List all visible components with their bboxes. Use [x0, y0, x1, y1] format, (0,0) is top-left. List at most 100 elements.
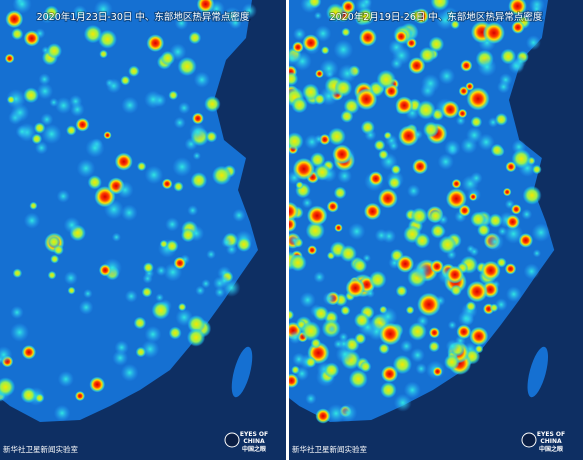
- hotspot: [313, 11, 323, 20]
- hotspot: [414, 232, 431, 249]
- hotspot: [494, 112, 508, 126]
- hotspot: [180, 227, 196, 243]
- hotspot: [322, 291, 337, 306]
- hotspot: [320, 46, 330, 55]
- hotspot: [438, 235, 457, 254]
- hotspot: [306, 205, 328, 226]
- hotspot: [451, 178, 462, 189]
- hotspot: [447, 320, 457, 330]
- hotspot: [430, 0, 450, 11]
- hotspot: [505, 161, 517, 173]
- hotspot: [289, 71, 299, 86]
- logo-text: EYES OF: [240, 431, 268, 438]
- hotspot: [421, 73, 440, 93]
- hotspot: [445, 188, 467, 210]
- hotspot: [412, 158, 429, 175]
- hotspot: [189, 123, 207, 141]
- hotspot: [359, 360, 372, 373]
- hotspot: [302, 34, 320, 52]
- hotspot: [531, 3, 543, 15]
- hotspot: [10, 322, 30, 342]
- hotspot: [363, 202, 382, 221]
- hotspot: [510, 204, 522, 215]
- hotspot: [151, 300, 171, 320]
- hotspot: [362, 253, 372, 263]
- hotspot: [70, 102, 85, 117]
- hotspot: [173, 256, 187, 270]
- hotspot: [408, 57, 426, 75]
- hotspot: [174, 16, 189, 30]
- hotspot: [169, 43, 187, 61]
- hotspot: [47, 235, 61, 249]
- hotspot: [392, 46, 411, 65]
- hotspot: [477, 57, 497, 77]
- hotspot: [443, 354, 460, 370]
- credit: 新华社卫星新闻实验室: [292, 444, 367, 454]
- hotspot: [489, 303, 499, 313]
- hotspot: [337, 168, 352, 184]
- hotspot: [120, 75, 131, 86]
- hotspot: [289, 132, 304, 151]
- hotspot: [23, 30, 40, 47]
- hotspot: [525, 35, 541, 51]
- hotspot: [56, 189, 70, 203]
- hotspot: [155, 293, 164, 302]
- hotspot: [387, 176, 402, 190]
- hotspot: [511, 148, 532, 169]
- hotspot: [469, 326, 489, 346]
- hotspot: [5, 10, 24, 29]
- hotspot: [458, 86, 469, 97]
- hotspot: [112, 350, 129, 366]
- hotspot: [416, 292, 441, 317]
- hotspot: [466, 87, 490, 111]
- hotspot: [356, 7, 375, 26]
- hotspot: [6, 95, 16, 104]
- hotspot: [334, 223, 343, 233]
- hotspot: [74, 390, 86, 402]
- hotspot: [521, 208, 533, 220]
- hotspot: [368, 171, 384, 187]
- hotspot: [450, 284, 462, 297]
- hotspot: [141, 286, 153, 298]
- hotspot: [143, 262, 154, 274]
- hotspot: [341, 0, 356, 14]
- island: [527, 346, 549, 398]
- hotspot: [358, 28, 377, 47]
- hotspot: [485, 232, 504, 251]
- hotspot: [305, 393, 317, 405]
- hotspot: [435, 10, 455, 30]
- hotspot: [378, 149, 389, 160]
- hotspot: [413, 129, 423, 140]
- hotspot: [460, 59, 473, 72]
- hotspot: [72, 5, 87, 20]
- hotspot: [393, 393, 412, 412]
- hotspot: [497, 80, 511, 94]
- hotspot: [514, 55, 527, 68]
- hotspot: [300, 321, 321, 341]
- hotspot: [309, 152, 326, 168]
- hotspot: [406, 184, 421, 198]
- hotspot: [36, 82, 54, 100]
- hotspot: [289, 170, 302, 185]
- hotspot: [378, 307, 398, 327]
- hotspot: [480, 260, 501, 281]
- hotspot: [57, 370, 74, 388]
- hotspot: [76, 159, 96, 178]
- hotspot: [444, 139, 461, 157]
- hotspot: [415, 363, 427, 375]
- hotspot: [470, 211, 487, 228]
- hotspot: [410, 207, 428, 225]
- island: [231, 346, 253, 398]
- hotspot: [295, 366, 310, 381]
- hotspot: [190, 172, 208, 189]
- hotspot: [75, 117, 90, 132]
- hotspot: [338, 403, 358, 423]
- hotspot: [388, 140, 399, 152]
- hotspot: [504, 263, 517, 275]
- hotspot: [232, 208, 246, 222]
- hotspot: [468, 192, 478, 201]
- hotspot: [161, 178, 173, 190]
- hotspot: [188, 31, 202, 45]
